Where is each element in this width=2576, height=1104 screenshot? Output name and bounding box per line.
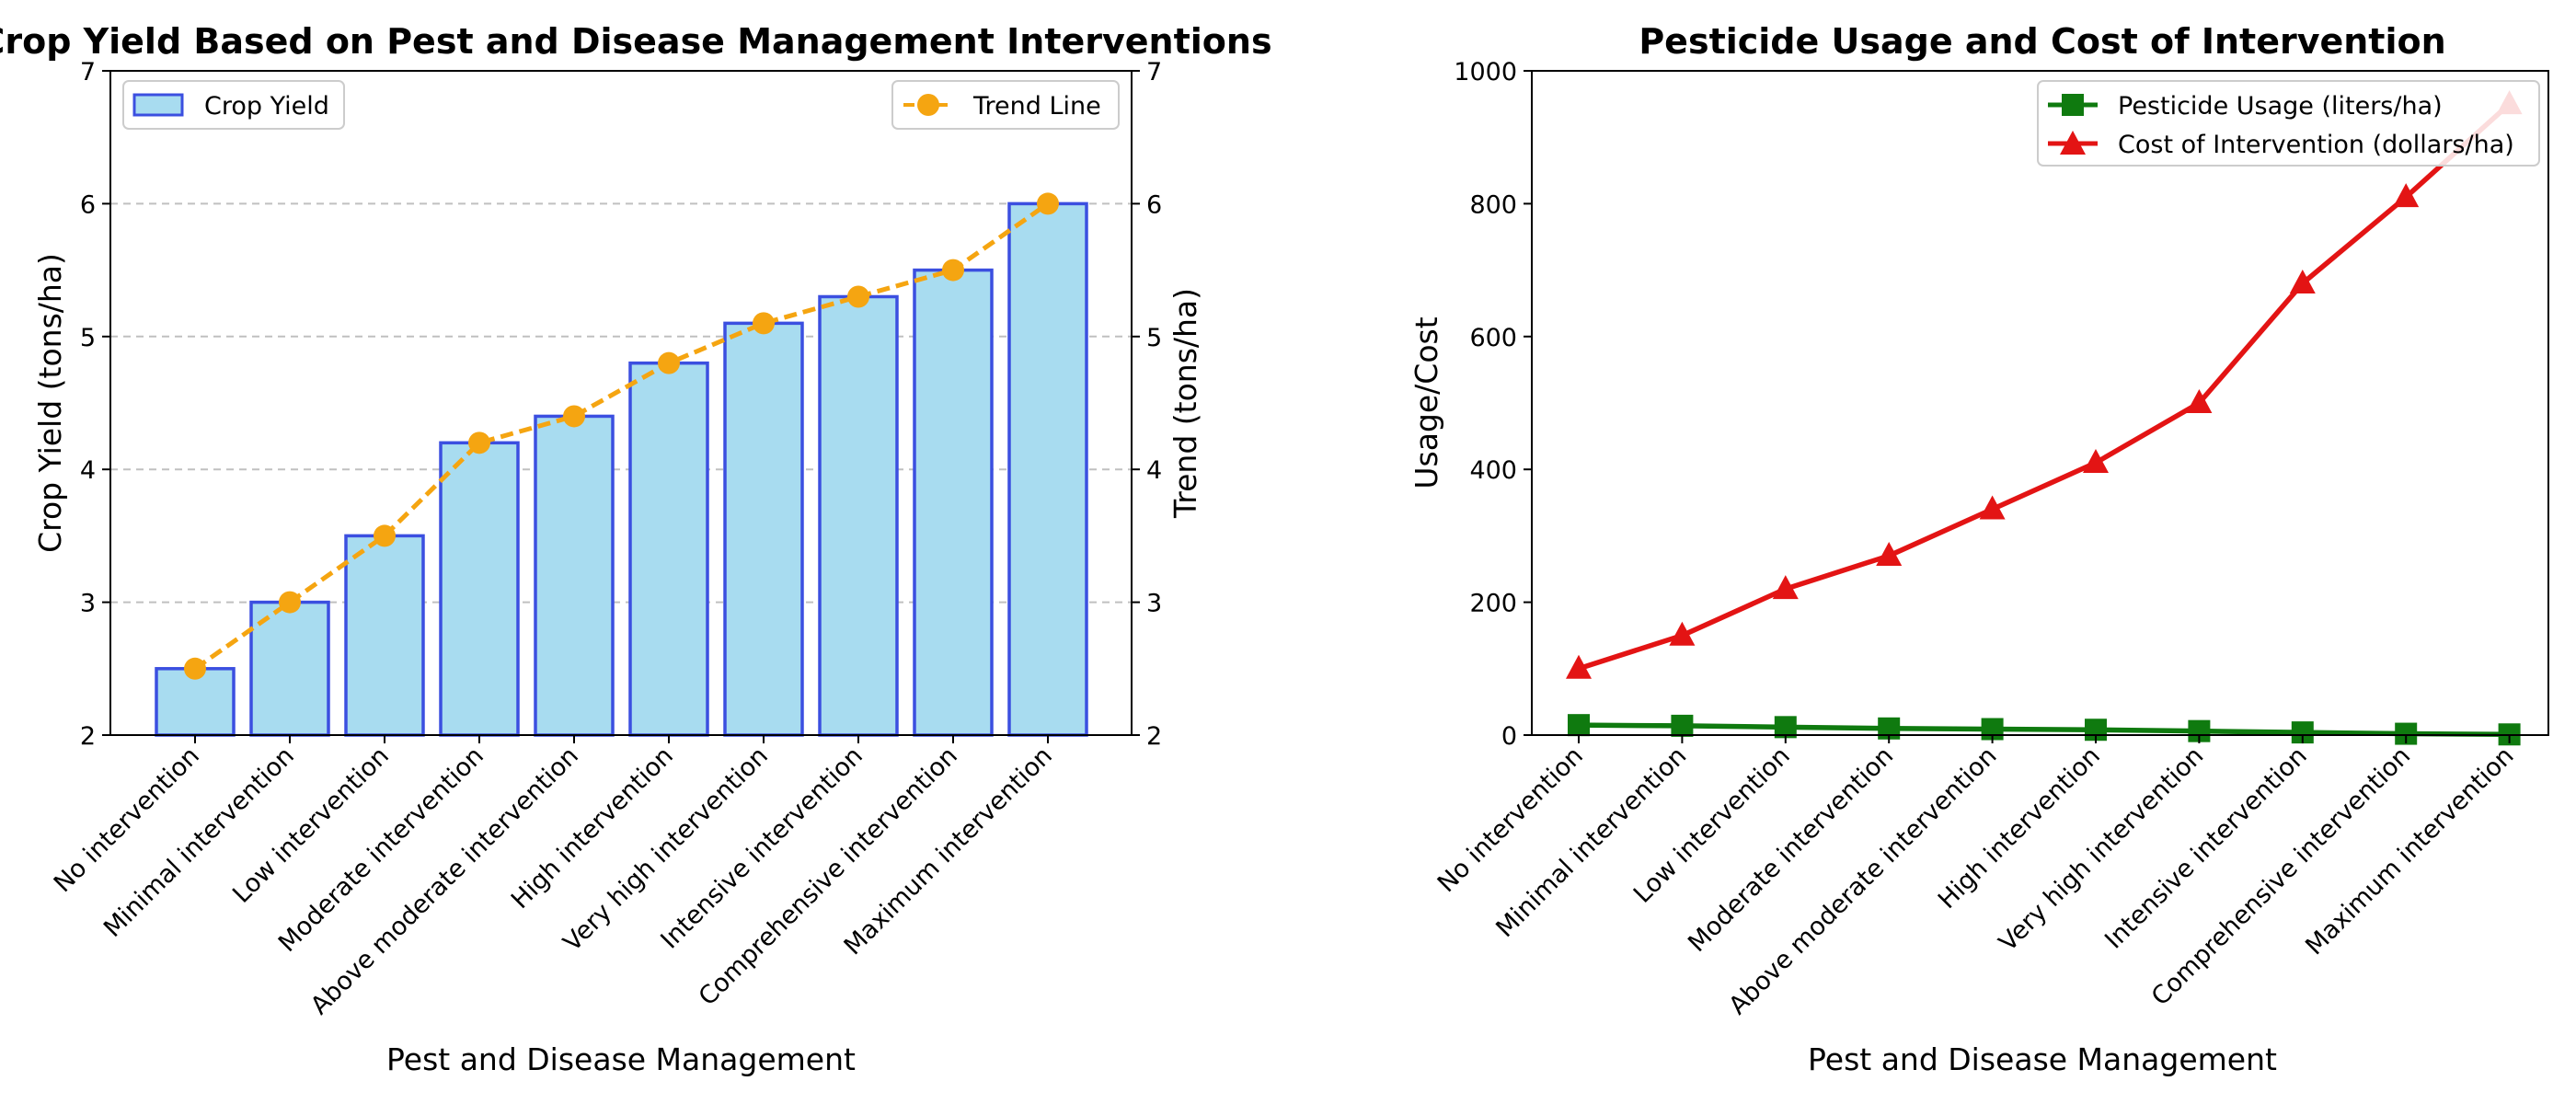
left-y-tick-label: 3 [80,590,96,618]
left-y-axis-label: Crop Yield (tons/ha) [32,253,68,553]
left-y-tick-label: 2 [80,722,96,751]
right-x-axis-label: Pest and Disease Management [1808,1041,2277,1077]
trend-line-point [184,657,206,680]
cost-of-intervention-point [2083,448,2109,473]
crop-yield-bars [155,201,1088,737]
trend-line-point [847,285,869,308]
crop-yield-bar [1007,201,1088,737]
right-legend: Pesticide Usage (liters/ha) Cost of Inte… [2037,80,2540,167]
legend-trend-line-label: Trend Line [972,92,1101,121]
cost-of-intervention-point [1772,575,1799,600]
pesticide-usage-point [1568,714,1590,737]
right-x-tick-label: Intensive intervention [2099,742,2313,955]
cost-of-intervention-point [2289,270,2316,294]
right-x-tick-label: Very high intervention [1994,742,2209,957]
left-right-y-tick-label: 3 [1146,590,1162,618]
trend-line-series [184,192,1059,680]
crop-yield-bar [344,534,425,737]
trend-line-point [563,405,585,428]
crop-yield-chart: Crop Yield Based on Pest and Disease Man… [0,21,1272,1077]
legend-trend-line-marker [917,94,939,116]
left-x-tick-label: High intervention [506,742,679,914]
right-y-tick-label: 800 [1469,190,1517,219]
legend-crop-yield: Crop Yield [122,80,345,130]
right-y-tick-label: 0 [1501,722,1517,751]
left-right-y-axis-ticks: 2 3 4 5 6 7 [1132,58,1162,751]
cost-of-intervention-point [2186,389,2213,413]
left-y-axis-ticks: 2 3 4 5 6 7 [80,58,110,751]
cost-of-intervention-point [1669,621,1696,646]
left-plot-frame [109,70,1133,736]
right-y-axis-ticks: 0 200 400 600 800 1000 [1454,58,1532,751]
trend-line-point [753,312,775,335]
left-right-y-tick-label: 6 [1146,190,1162,219]
crop-yield-bar [913,268,994,737]
right-chart-title: Pesticide Usage and Cost of Intervention [1639,21,2445,62]
left-right-y-axis-label: Trend (tons/ha) [1167,288,1203,519]
right-y-tick-label: 200 [1469,590,1517,618]
left-y-tick-label: 5 [80,324,96,352]
crop-yield-bar [155,667,236,737]
legend-cost-marker [2060,131,2086,155]
left-x-tick-label: Low intervention [227,742,395,909]
trend-line-point [468,431,490,454]
cost-of-intervention-point [2393,183,2420,208]
pesticide-cost-chart: Pesticide Usage and Cost of Intervention… [1409,21,2549,1077]
crop-yield-bar [628,361,709,737]
cost-of-intervention-line [1578,102,2512,672]
legend-crop-yield-swatch [132,93,184,117]
left-x-tick-label: Minimal intervention [98,742,300,943]
cost-of-intervention-point [1566,654,1592,679]
cost-of-intervention-point [1876,542,1903,567]
legend-pesticide-marker [2062,94,2084,116]
right-legend-frame [2037,80,2540,167]
trend-line-point [1037,192,1059,215]
right-x-tick-label: Minimal intervention [1490,742,1692,943]
trend-line-point [374,524,396,547]
legend-trend-line-frame [891,80,1120,130]
right-x-tick-label: Moderate intervention [1683,742,1899,958]
left-y-tick-label: 6 [80,190,96,219]
right-y-tick-label: 400 [1469,456,1517,485]
crop-yield-bar [439,441,520,737]
legend-pesticide-label: Pesticide Usage (liters/ha) [2118,92,2443,121]
trend-line-path [193,201,1050,671]
pesticide-usage-point [1671,714,1694,737]
left-chart-title: Crop Yield Based on Pest and Disease Man… [0,21,1272,62]
right-y-tick-label: 1000 [1454,58,1517,86]
trend-line-point [658,351,680,374]
legend-crop-yield-frame [122,80,345,130]
left-right-y-tick-label: 7 [1146,58,1162,86]
right-y-tick-label: 600 [1469,324,1517,352]
trend-line-point [942,259,964,282]
left-right-y-tick-label: 4 [1146,456,1162,485]
legend-cost-label: Cost of Intervention (dollars/ha) [2118,131,2514,159]
trend-line-point [279,591,301,614]
crop-yield-bar [534,414,615,737]
legend-crop-yield-label: Crop Yield [204,92,329,121]
pesticide-usage-line [1578,722,2510,738]
crop-yield-bar [818,294,899,737]
left-y-tick-label: 7 [80,58,96,86]
left-right-y-tick-label: 2 [1146,722,1162,751]
right-y-axis-label: Usage/Cost [1409,316,1444,489]
left-right-y-tick-label: 5 [1146,324,1162,352]
left-x-axis-label: Pest and Disease Management [386,1041,856,1077]
cost-of-intervention-point [1979,495,2006,520]
legend-trend-line: Trend Line [891,80,1120,130]
pesticide-cost-series [1566,90,2523,746]
crop-yield-bar [723,321,804,737]
left-y-tick-label: 4 [80,456,96,485]
right-x-tick-label: Maximum intervention [2300,742,2519,960]
right-plot-frame [1531,70,2549,736]
